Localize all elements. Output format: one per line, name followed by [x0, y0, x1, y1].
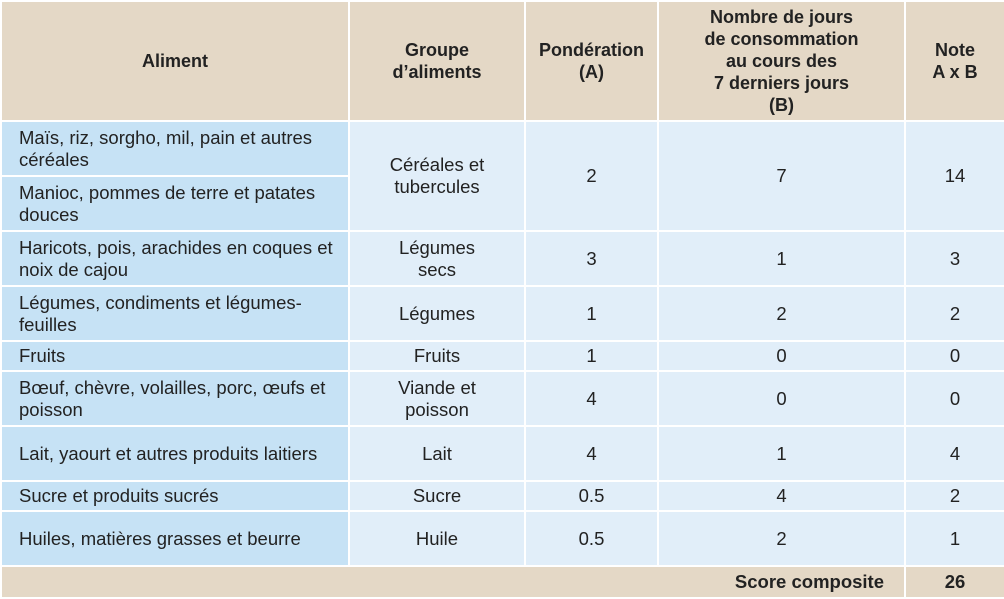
- header-food: Aliment: [0, 0, 350, 122]
- group-cell: Viande et poisson: [348, 370, 526, 427]
- table-row: Sucre et produits sucrés Sucre 0.5 4 2: [0, 480, 1004, 512]
- header-row: Aliment Groupe d’aliments Pondération (A…: [0, 0, 1004, 122]
- header-group: Groupe d’aliments: [348, 0, 526, 122]
- group-cell: Huile: [348, 510, 526, 567]
- composite-score-label: Score composite: [0, 565, 906, 599]
- days-cell: 1: [657, 230, 906, 287]
- header-score: Note A x B: [904, 0, 1004, 122]
- composite-score-value: 26: [904, 565, 1004, 599]
- group-cell: Fruits: [348, 340, 526, 372]
- score-cell: 1: [904, 510, 1004, 567]
- weight-cell: 3: [524, 230, 659, 287]
- table-row: Bœuf, chèvre, volailles, porc, œufs et p…: [0, 370, 1004, 427]
- group-cell: Légumes secs: [348, 230, 526, 287]
- score-cell: 0: [904, 370, 1004, 427]
- food-cell: Fruits: [0, 340, 350, 372]
- table-row: Haricots, pois, arachides en coques et n…: [0, 230, 1004, 287]
- weight-cell: 1: [524, 285, 659, 342]
- days-cell: 1: [657, 425, 906, 482]
- weight-cell: 1: [524, 340, 659, 372]
- score-cell: 14: [904, 120, 1004, 232]
- food-cell: Bœuf, chèvre, volailles, porc, œufs et p…: [0, 370, 350, 427]
- score-cell: 2: [904, 285, 1004, 342]
- header-weight: Pondération (A): [524, 0, 659, 122]
- days-cell: 0: [657, 340, 906, 372]
- weight-cell: 0.5: [524, 480, 659, 512]
- header-days: Nombre de jours de consommation au cours…: [657, 0, 906, 122]
- days-cell: 0: [657, 370, 906, 427]
- table-row: Fruits Fruits 1 0 0: [0, 340, 1004, 372]
- group-cell: Lait: [348, 425, 526, 482]
- food-cell: Légumes, condiments et légumes-feuilles: [0, 285, 350, 342]
- food-cell: Haricots, pois, arachides en coques et n…: [0, 230, 350, 287]
- days-cell: 2: [657, 285, 906, 342]
- score-cell: 3: [904, 230, 1004, 287]
- weight-cell: 2: [524, 120, 659, 232]
- score-cell: 0: [904, 340, 1004, 372]
- group-cell: Légumes: [348, 285, 526, 342]
- score-cell: 2: [904, 480, 1004, 512]
- weight-cell: 0.5: [524, 510, 659, 567]
- weight-cell: 4: [524, 370, 659, 427]
- days-cell: 2: [657, 510, 906, 567]
- table-row: Maïs, riz, sorgho, mil, pain et autres c…: [0, 120, 1004, 232]
- weight-cell: 4: [524, 425, 659, 482]
- food-cell: Manioc, pommes de terre et patates douce…: [0, 175, 350, 232]
- table-row: Manioc, pommes de terre et patates douce…: [0, 175, 1004, 232]
- food-cell: Lait, yaourt et autres produits laitiers: [0, 425, 350, 482]
- table-row: Huiles, matières grasses et beurre Huile…: [0, 510, 1004, 567]
- score-cell: 4: [904, 425, 1004, 482]
- table-row: Lait, yaourt et autres produits laitiers…: [0, 425, 1004, 482]
- footer-row: Score composite 26: [0, 565, 1004, 599]
- group-cell: Céréales et tubercules: [348, 120, 526, 232]
- days-cell: 4: [657, 480, 906, 512]
- food-cell: Sucre et produits sucrés: [0, 480, 350, 512]
- food-cell: Maïs, riz, sorgho, mil, pain et autres c…: [0, 120, 350, 177]
- food-cell: Huiles, matières grasses et beurre: [0, 510, 350, 567]
- table-row: Légumes, condiments et légumes-feuilles …: [0, 285, 1004, 342]
- days-cell: 7: [657, 120, 906, 232]
- group-cell: Sucre: [348, 480, 526, 512]
